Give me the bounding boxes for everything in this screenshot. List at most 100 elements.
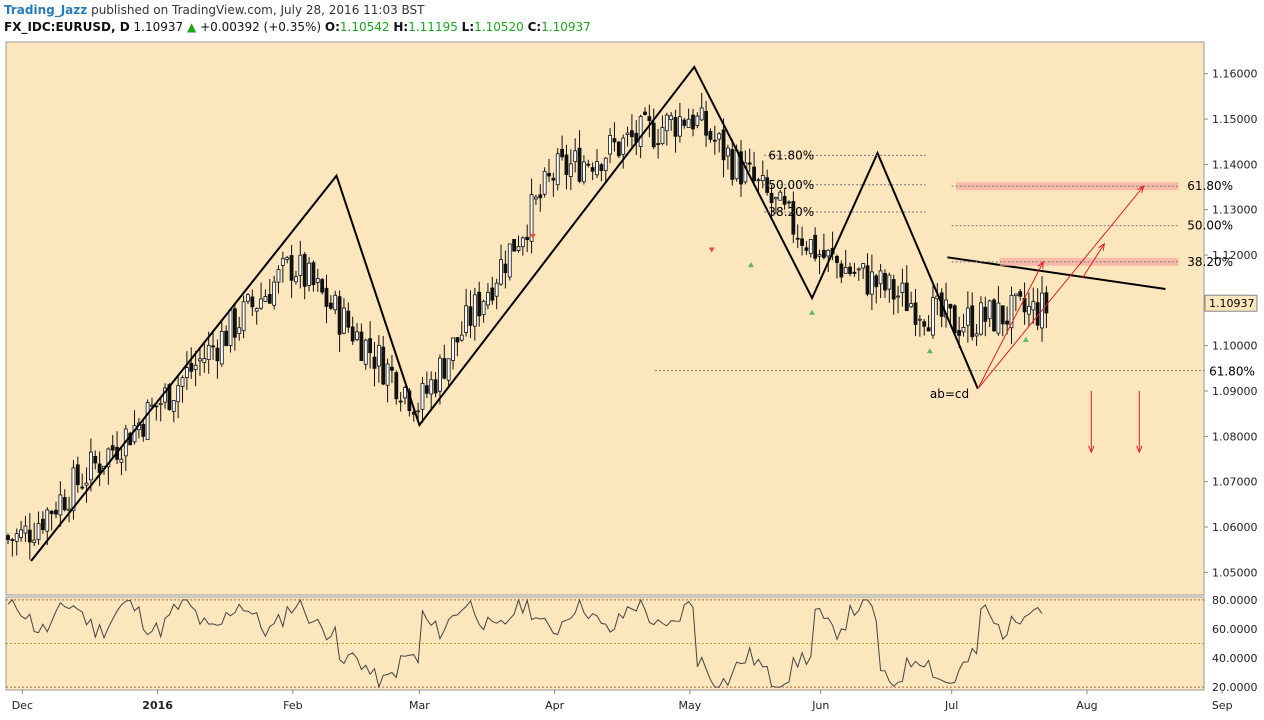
candle-body [198,358,202,362]
price-tick-label: 1.10000 [1212,340,1258,353]
projection-arrow-line [977,185,1145,390]
projection-arrow-head [1136,445,1143,454]
candle-body [778,191,783,201]
candle-body [333,294,338,311]
price-tick-label: 1.16000 [1212,68,1258,81]
candle-body [1009,294,1014,329]
candle-body [721,129,726,161]
candle-body [904,282,909,312]
candle-body [586,163,591,166]
time-tick-label: 2016 [142,699,173,712]
candle-body [520,237,525,248]
candle-body [555,153,560,186]
candle-body [320,279,325,293]
candle-body [909,303,914,308]
candle-body [424,385,429,394]
candle-body [145,402,150,441]
candle-body [202,358,207,364]
candle-body [232,308,237,338]
candle-body [14,533,19,542]
candle-body [616,141,621,157]
candle-body [54,509,58,515]
candle-body [184,367,189,379]
candle-body [376,344,381,367]
oscillator-tick-label: 40.0000 [1212,652,1258,665]
open-value: 1.10542 [339,20,390,34]
high-label: H: [393,20,409,34]
candle-body [603,157,608,171]
candle-body [27,529,32,543]
time-tick-label: Aug [1076,699,1097,712]
candle-body [878,270,883,285]
candle-body [167,384,172,410]
candle-body [385,363,390,386]
candle-body [686,118,691,128]
candle-body [503,263,508,273]
candle-body [71,467,76,512]
candle-body [848,266,852,275]
candle-body [215,347,220,362]
candle-body [608,135,612,155]
candle-body [36,523,41,541]
candlestick-series [6,92,1049,560]
candle-body [75,464,80,486]
candle-body [948,303,953,309]
fib-level-label: 38.20% [768,205,814,219]
candle-body [852,271,857,274]
candle-body [49,510,54,515]
candle-body [468,306,473,326]
candle-body [669,115,674,120]
time-tick-label: Sep [1212,699,1233,712]
candle-body [263,296,268,302]
candle-body [752,166,756,182]
time-tick-label: Mar [409,699,430,712]
candle-body [599,164,604,172]
candle-body [346,310,351,328]
candle-body [41,518,45,530]
candle-body [590,167,595,172]
candle-body [472,294,477,327]
candle-body [839,263,844,278]
candle-body [1018,291,1023,297]
candle-body [307,262,311,286]
candle-body [856,268,861,271]
time-tick-label: Apr [545,699,565,712]
candle-body [712,139,717,142]
symbol-info-line: FX_IDC:EURUSD, D 1.10937 ▲ +0.00392 (+0.… [4,20,591,34]
time-axis: Dec 2016 Feb Mar Apr May Jun Jul Aug Sep [12,690,1233,712]
zigzag-pattern-line [30,65,979,562]
candle-body [259,298,263,309]
candle-body [538,194,543,199]
candle-body [542,171,547,195]
candle-body [88,451,93,481]
candle-body [372,356,377,369]
candle-body [315,278,320,283]
candle-body [961,327,966,333]
candle-body [595,161,599,176]
candle-body [717,133,722,140]
projection-arrow-head [1137,185,1145,193]
candle-body [664,114,669,132]
close-value: 1.10937 [541,20,591,34]
candle-body [237,327,242,334]
candle-body [84,482,89,486]
price-tick-label: 1.07000 [1212,476,1258,489]
candle-body [254,308,259,312]
candle-body [970,305,975,338]
candle-body [381,346,386,385]
candle-body [62,497,67,511]
candle-body [835,255,839,263]
candle-body [965,307,970,326]
candle-body [512,238,517,252]
candle-body [843,267,848,274]
candle-body [350,326,355,342]
high-value: 1.11195 [408,20,458,34]
candle-body [429,379,434,395]
candle-body [564,154,569,176]
price-change: +0.00392 (+0.35%) [200,20,322,34]
candle-body [896,295,900,298]
author-link[interactable]: Trading_Jazz [4,3,88,17]
candle-body [499,259,503,285]
candle-body [773,196,778,200]
